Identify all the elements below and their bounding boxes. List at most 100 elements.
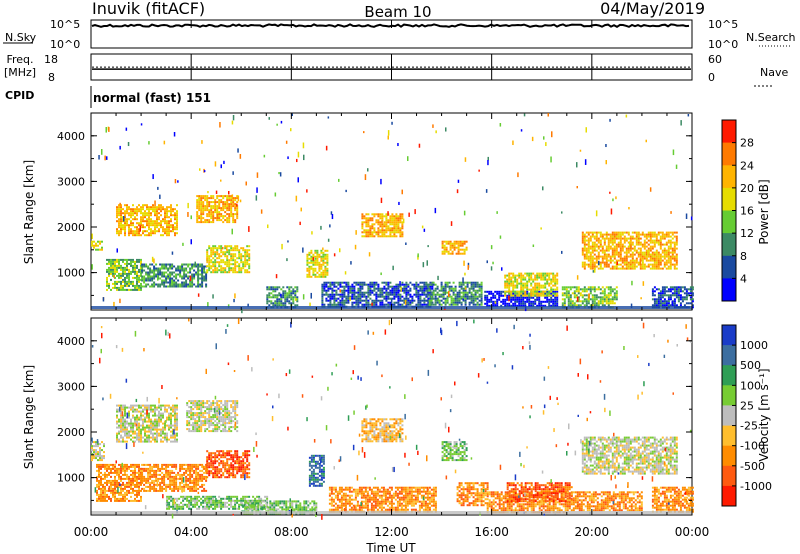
echo-cell: [322, 263, 325, 266]
echo-cell: [238, 257, 241, 260]
echo-cell: [118, 264, 120, 267]
velocity-data: [91, 318, 694, 520]
echo-cell: [140, 286, 142, 289]
echo-cell: [114, 489, 116, 492]
echo-cell: [181, 283, 184, 286]
echo-cell: [124, 268, 126, 271]
echo-cell: [393, 233, 396, 236]
echo-cell: [120, 226, 122, 229]
echo-cell: [155, 469, 158, 472]
echo-cell: [522, 302, 525, 305]
echo-cell: [140, 497, 142, 500]
echo-cell: [124, 280, 126, 283]
echo-cell: [579, 288, 582, 291]
echo-cell: [625, 239, 628, 242]
echo-cell: [101, 246, 103, 249]
echo-cell: [434, 303, 437, 306]
echo-speckle: [171, 251, 174, 255]
noise-tick-left-low: 10^0: [50, 38, 80, 51]
echo-cell: [195, 285, 198, 288]
echo-cell: [395, 213, 398, 216]
echo-cell: [440, 287, 443, 290]
echo-cell: [355, 281, 358, 284]
echo-cell: [222, 269, 225, 272]
echo-cell: [164, 216, 166, 219]
echo-cell: [661, 249, 664, 252]
echo-cell: [383, 223, 386, 226]
echo-cell: [103, 445, 105, 448]
echo-cell: [609, 290, 612, 293]
echo-cell: [379, 291, 382, 294]
echo-cell: [110, 268, 112, 271]
echo-cell: [335, 303, 338, 306]
echo-cell: [657, 288, 660, 291]
echo-cell: [177, 487, 180, 490]
echo-cell: [540, 274, 543, 277]
echo-cell: [603, 241, 606, 244]
echo-cell: [216, 269, 219, 272]
echo-cell: [681, 296, 684, 299]
echo-cell: [506, 282, 509, 285]
echo-cell: [164, 220, 166, 223]
echo-cell: [675, 296, 678, 299]
echo-cell: [116, 268, 118, 271]
echo-cell: [168, 226, 170, 229]
echo-cell: [629, 237, 632, 240]
echo-cell: [169, 479, 172, 482]
echo-cell: [138, 228, 140, 231]
echo-cell: [615, 237, 618, 240]
echo-cell: [583, 290, 586, 293]
echo-cell: [288, 302, 291, 305]
echo-cell: [389, 281, 392, 284]
echo-speckle: [390, 299, 393, 306]
echo-cell: [667, 255, 670, 258]
echo-cell: [200, 221, 203, 224]
echo-speckle: [281, 243, 283, 250]
echo-cell: [476, 303, 479, 306]
echo-cell: [335, 289, 338, 292]
echo-cell: [657, 265, 660, 268]
echo-cell: [413, 287, 416, 290]
beam-title: Beam 10: [364, 3, 431, 21]
echo-cell: [156, 220, 158, 223]
echo-cell: [166, 212, 168, 215]
echo-cell: [659, 304, 662, 307]
echo-cell: [136, 208, 138, 211]
echo-speckle: [444, 290, 447, 296]
echo-cell: [169, 277, 172, 280]
echo-cell: [407, 299, 410, 302]
echo-cell: [146, 222, 148, 225]
echo-cell: [397, 217, 400, 220]
echo-cell: [226, 205, 229, 208]
echo-cell: [110, 463, 112, 466]
echo-cell: [101, 459, 103, 462]
echo-cell: [484, 294, 487, 297]
echo-cell: [631, 247, 634, 250]
echo-cell: [663, 304, 666, 307]
echo-cell: [589, 265, 592, 268]
echo-cell: [141, 469, 144, 472]
echo-cell: [201, 265, 204, 268]
echo-cell: [166, 216, 168, 219]
colorbar-segment: [722, 142, 736, 166]
echo-cell: [649, 249, 652, 252]
echo-cell: [639, 267, 642, 270]
echo-cell: [314, 275, 317, 278]
echo-cell: [659, 259, 662, 262]
echo-cell: [490, 296, 493, 299]
echo-cell: [583, 253, 586, 256]
echo-cell: [667, 294, 670, 297]
echo-cell: [613, 231, 616, 234]
echo-cell: [425, 283, 428, 286]
echo-cell: [391, 227, 394, 230]
echo-cell: [631, 237, 634, 240]
echo-cell: [118, 224, 120, 227]
echo-cell: [95, 453, 97, 456]
echo-cell: [210, 267, 213, 270]
echo-cell: [116, 280, 118, 283]
echo-cell: [625, 267, 628, 270]
echo-cell: [280, 300, 283, 303]
echo-cell: [661, 243, 664, 246]
echo-cell: [442, 287, 445, 290]
echo-cell: [605, 255, 608, 258]
